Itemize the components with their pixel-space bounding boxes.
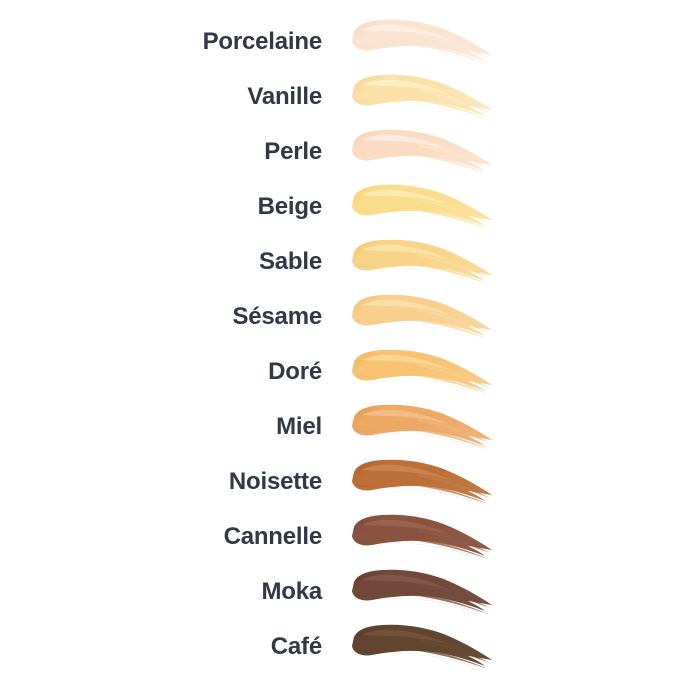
swatch-dore[interactable]: [348, 344, 498, 399]
shade-name-label: Perle: [264, 137, 322, 165]
swatch-cannelle[interactable]: [348, 509, 498, 564]
swatch-flick-lower: [410, 428, 488, 449]
shade-row[interactable]: Beige: [0, 179, 700, 234]
swatch-stroke: [352, 569, 492, 614]
swatch-flick-lower: [410, 373, 488, 394]
swatch-sesame[interactable]: [348, 289, 498, 344]
swatch-flick-upper: [418, 199, 490, 223]
swatch-perle[interactable]: [348, 124, 498, 179]
swatch-body: [352, 349, 492, 391]
swatch-highlight: [362, 574, 450, 590]
swatch-body: [352, 459, 492, 501]
swatch-flick-lower: [410, 538, 488, 559]
swatch-sable[interactable]: [348, 234, 498, 289]
swatch-flick-upper: [418, 419, 490, 443]
swatch-flick-lower: [410, 153, 488, 174]
swatch-flick-upper: [418, 34, 490, 58]
swatch-flick-upper: [418, 639, 490, 663]
swatch-stroke: [352, 624, 492, 669]
swatch-highlight: [362, 519, 450, 535]
swatch-body: [352, 239, 492, 281]
swatch-stroke: [352, 239, 492, 284]
shade-name-label: Miel: [276, 412, 322, 440]
swatch-flick-lower: [410, 648, 488, 669]
swatch-flick-upper: [418, 89, 490, 113]
swatch-flick-lower: [410, 43, 488, 64]
swatch-body: [352, 184, 492, 226]
swatch-body: [352, 624, 492, 666]
swatch-body: [352, 404, 492, 446]
swatch-miel[interactable]: [348, 399, 498, 454]
swatch-cafe[interactable]: [348, 619, 498, 674]
swatch-flick-upper: [418, 309, 490, 333]
swatch-stroke: [352, 294, 492, 339]
swatch-stroke: [352, 184, 492, 229]
swatch-body: [352, 74, 492, 116]
shade-row[interactable]: Moka: [0, 564, 700, 619]
shade-name-label: Sable: [258, 247, 322, 275]
shade-name-label: Beige: [257, 192, 323, 220]
swatch-highlight: [362, 354, 450, 370]
shade-name-label: Café: [270, 632, 322, 660]
swatch-flick-lower: [410, 208, 488, 229]
shade-row[interactable]: Noisette: [0, 454, 700, 509]
shade-name-label: Vanille: [247, 82, 322, 110]
shade-name-label: Moka: [261, 577, 322, 605]
swatch-flick-lower: [410, 483, 488, 504]
swatch-flick-upper: [418, 529, 490, 553]
swatch-vanille[interactable]: [348, 69, 498, 124]
shade-name-label: Cannelle: [223, 522, 323, 550]
swatch-flick-upper: [418, 364, 490, 388]
swatch-body: [352, 294, 492, 336]
swatch-body: [352, 129, 492, 171]
swatch-beige[interactable]: [348, 179, 498, 234]
swatch-flick-lower: [410, 98, 488, 119]
swatch-stroke: [352, 19, 492, 64]
swatch-body: [352, 569, 492, 611]
shade-row[interactable]: Miel: [0, 399, 700, 454]
swatch-highlight: [362, 134, 450, 150]
swatch-flick-upper: [418, 474, 490, 498]
swatch-highlight: [362, 244, 450, 260]
shade-name-label: Doré: [268, 357, 322, 385]
swatch-body: [352, 514, 492, 556]
swatch-noisette[interactable]: [348, 454, 498, 509]
shade-row[interactable]: Porcelaine: [0, 14, 700, 69]
swatch-flick-upper: [418, 144, 490, 168]
shade-row[interactable]: Doré: [0, 344, 700, 399]
swatch-highlight: [362, 464, 450, 480]
swatch-highlight: [362, 189, 450, 205]
swatch-flick-upper: [418, 584, 490, 608]
shade-name-label: Sésame: [232, 302, 322, 330]
swatch-porcelaine[interactable]: [348, 14, 498, 69]
swatch-highlight: [362, 79, 450, 95]
swatch-highlight: [362, 299, 450, 315]
shade-row[interactable]: Perle: [0, 124, 700, 179]
shade-row[interactable]: Vanille: [0, 69, 700, 124]
swatch-moka[interactable]: [348, 564, 498, 619]
swatch-flick-lower: [410, 263, 488, 284]
swatch-flick-lower: [410, 593, 488, 614]
shade-row[interactable]: Café: [0, 619, 700, 674]
swatch-highlight: [362, 409, 450, 425]
shade-row[interactable]: Sésame: [0, 289, 700, 344]
swatch-body: [352, 19, 492, 61]
swatch-stroke: [352, 74, 492, 119]
shade-name-label: Porcelaine: [202, 27, 323, 55]
swatch-highlight: [362, 629, 450, 645]
swatch-stroke: [352, 459, 492, 504]
swatch-flick-upper: [418, 254, 490, 278]
shade-name-label: Noisette: [228, 467, 322, 495]
swatch-stroke: [352, 129, 492, 174]
swatch-stroke: [352, 514, 492, 559]
shade-row[interactable]: Cannelle: [0, 509, 700, 564]
shade-row[interactable]: Sable: [0, 234, 700, 289]
swatch-highlight: [362, 24, 450, 40]
swatch-stroke: [352, 404, 492, 449]
swatch-stroke: [352, 349, 492, 394]
swatch-flick-lower: [410, 318, 488, 339]
